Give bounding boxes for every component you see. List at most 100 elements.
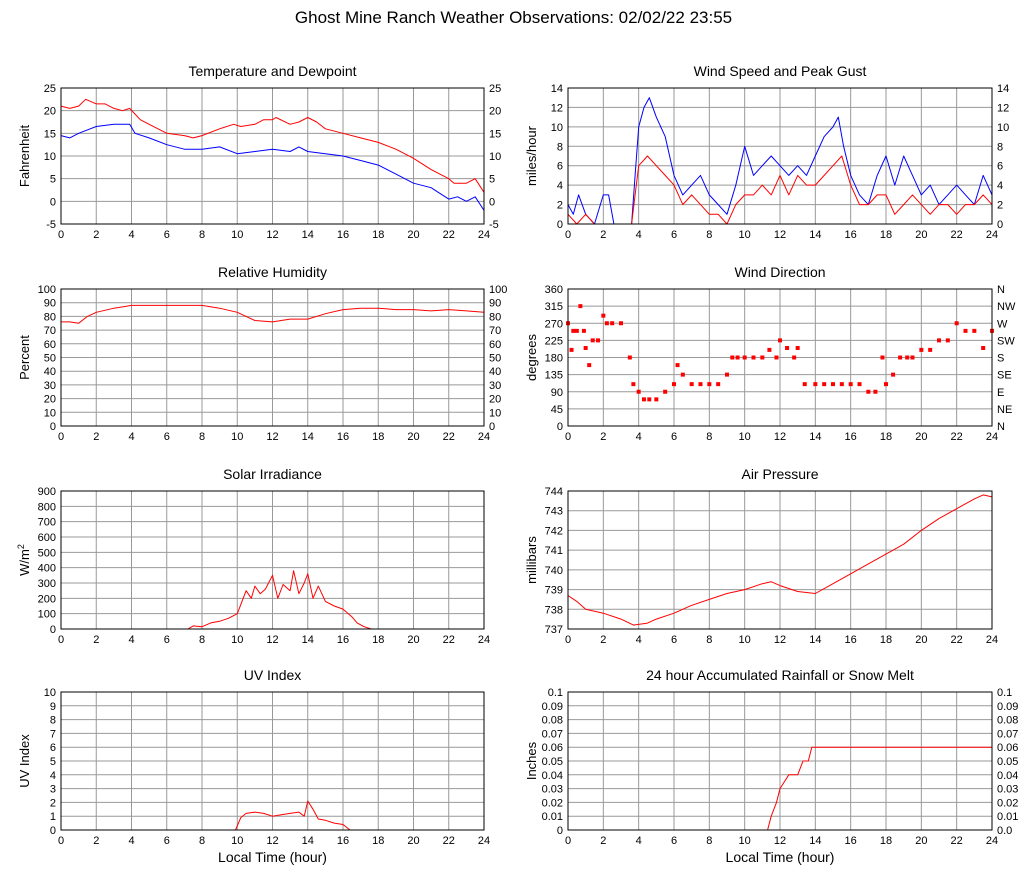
chart-wind: 0 2 4 6 8 10 12 14 16 18 20 22 240246810121402468101… xyxy=(524,63,1009,241)
data-point xyxy=(873,389,878,394)
y-tick-label: 0.06 xyxy=(542,742,563,754)
x-tick-label: 24 xyxy=(986,431,998,443)
y-tick-label: 0 xyxy=(557,421,563,433)
data-point xyxy=(675,363,680,368)
x-tick-label: 24 xyxy=(986,634,998,646)
x-tick-label: 2 xyxy=(600,634,606,646)
x-tick-label: 16 xyxy=(845,835,857,847)
chart-title: Temperature and Dewpoint xyxy=(188,63,356,79)
x-tick-label: 20 xyxy=(915,431,927,443)
y-tick-label: 5 xyxy=(50,174,56,186)
data-point xyxy=(880,355,885,360)
chart-title: Solar Irradiance xyxy=(223,466,322,482)
right-tick-label: 0.06 xyxy=(997,742,1018,754)
right-tick-label: 0.03 xyxy=(997,784,1018,796)
data-point xyxy=(716,382,721,387)
y-axis-label: millibars xyxy=(524,536,539,584)
data-point xyxy=(778,338,782,343)
x-tick-label: 0 xyxy=(565,634,571,646)
y-tick-label: 500 xyxy=(38,547,56,559)
x-tick-label: 4 xyxy=(128,634,134,646)
chart-title: UV Index xyxy=(244,667,302,683)
data-point xyxy=(767,347,772,352)
y-tick-label: 4 xyxy=(557,180,563,192)
y-tick-label: 15 xyxy=(44,128,56,140)
x-tick-label: 18 xyxy=(372,835,384,847)
plot-frame xyxy=(60,288,485,427)
data-point xyxy=(725,372,729,377)
x-tick-label: 24 xyxy=(478,835,490,847)
y-tick-label: 0 xyxy=(50,825,56,837)
plot-frame xyxy=(567,691,993,831)
y-tick-label: 50 xyxy=(44,353,56,365)
right-tick-label: 4 xyxy=(997,180,1003,192)
x-tick-label: 20 xyxy=(915,835,927,847)
y-tick-label: -5 xyxy=(46,219,56,231)
y-tick-label: 0 xyxy=(557,825,563,837)
y-tick-label: 742 xyxy=(545,525,563,537)
x-tick-label: 2 xyxy=(600,835,606,847)
right-tick-label: 5 xyxy=(489,174,495,186)
x-tick-label: 20 xyxy=(407,229,419,241)
y-tick-label: 100 xyxy=(38,609,56,621)
y-tick-label: 600 xyxy=(38,532,56,544)
y-tick-label: 0.04 xyxy=(542,770,563,782)
x-tick-label: 10 xyxy=(739,229,751,241)
data-point xyxy=(937,338,941,343)
right-tick-label: 0.02 xyxy=(997,797,1018,809)
y-tick-label: 744 xyxy=(545,486,563,498)
y-tick-label: 0 xyxy=(50,624,56,636)
x-tick-label: 12 xyxy=(266,229,278,241)
y-tick-label: 60 xyxy=(44,339,56,351)
right-tick-label: 60 xyxy=(489,339,501,351)
right-tick-label: 0.1 xyxy=(997,687,1012,699)
y-tick-label: 0 xyxy=(50,196,56,208)
y-tick-label: 6 xyxy=(50,742,56,754)
x-tick-label: 16 xyxy=(845,634,857,646)
x-tick-label: 18 xyxy=(372,229,384,241)
data-point xyxy=(839,382,844,387)
y-tick-label: 739 xyxy=(545,585,563,597)
x-tick-label: 12 xyxy=(774,229,786,241)
right-tick-label: 90 xyxy=(489,298,501,310)
x-tick-label: 14 xyxy=(809,431,821,443)
data-point xyxy=(760,355,765,360)
x-tick-label: 8 xyxy=(199,431,205,443)
series-line-uv-index xyxy=(61,800,484,831)
y-tick-label: 0.1 xyxy=(548,687,563,699)
right-tick-label: SW xyxy=(997,335,1015,347)
data-point xyxy=(654,397,659,402)
x-tick-label: 16 xyxy=(337,835,349,847)
y-tick-label: 4 xyxy=(50,770,56,782)
x-tick-label: 10 xyxy=(231,431,243,443)
x-tick-label: 18 xyxy=(880,431,892,443)
data-point xyxy=(578,304,583,309)
y-tick-label: 30 xyxy=(44,380,56,392)
x-tick-label: 6 xyxy=(164,835,170,847)
right-tick-label: E xyxy=(997,387,1004,399)
data-point xyxy=(898,355,903,360)
x-tick-label: 22 xyxy=(951,431,963,443)
data-point xyxy=(866,389,871,394)
x-tick-label: 14 xyxy=(809,835,821,847)
y-tick-label: 8 xyxy=(50,715,56,727)
y-axis-label: UV Index xyxy=(17,734,32,788)
x-tick-label: 22 xyxy=(443,634,455,646)
y-tick-label: 10 xyxy=(44,151,56,163)
y-tick-label: 0.05 xyxy=(542,756,563,768)
y-tick-label: 743 xyxy=(545,506,563,518)
y-tick-label: 25 xyxy=(44,83,56,95)
y-tick-label: 2 xyxy=(557,200,563,212)
series-line-relative-humidity xyxy=(61,304,485,324)
right-tick-label: N xyxy=(997,284,1005,296)
right-tick-label: -5 xyxy=(489,219,499,231)
x-tick-label: 14 xyxy=(809,634,821,646)
data-point xyxy=(707,382,712,387)
y-tick-label: 135 xyxy=(545,370,563,382)
x-tick-label: 20 xyxy=(407,431,419,443)
series-line-dewpoint xyxy=(60,123,485,211)
y-tick-label: 1 xyxy=(50,811,56,823)
plot-frame xyxy=(567,288,993,427)
x-tick-label: 14 xyxy=(809,229,821,241)
data-point xyxy=(689,382,694,387)
